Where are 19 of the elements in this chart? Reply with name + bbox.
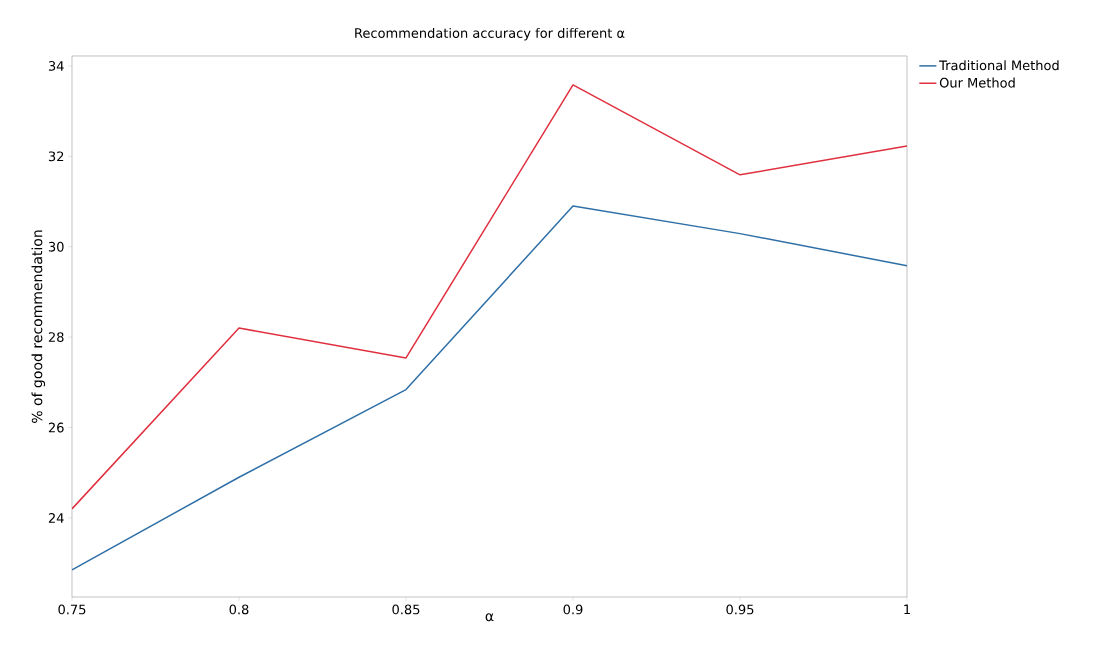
x-tick-label: 0.9 bbox=[563, 604, 583, 615]
y-tick-label: 34 bbox=[48, 61, 64, 71]
x-tick-label: 0.95 bbox=[726, 604, 754, 615]
line-series bbox=[72, 84, 908, 510]
x-tick-label: 0.85 bbox=[392, 604, 420, 615]
x-tick-label: 0.75 bbox=[58, 604, 86, 615]
x-axis-title: α bbox=[485, 613, 494, 622]
x-tick-label: 1 bbox=[904, 604, 910, 615]
legend-label: Traditional Method bbox=[939, 60, 1059, 71]
y-tick-label: 32 bbox=[48, 151, 64, 162]
y-tick-label: 30 bbox=[48, 241, 64, 252]
x-tick-label: 0.8 bbox=[229, 604, 249, 615]
y-tick-label: 24 bbox=[48, 513, 64, 523]
line-series bbox=[72, 205, 908, 571]
y-tick-label: 28 bbox=[48, 332, 64, 343]
y-tick-label: 26 bbox=[48, 422, 64, 433]
chart-title: Recommendation accuracy for different α bbox=[355, 27, 625, 41]
legend-label: Our Method bbox=[939, 77, 1015, 88]
y-axis-title: % of good recommendation bbox=[31, 230, 46, 423]
